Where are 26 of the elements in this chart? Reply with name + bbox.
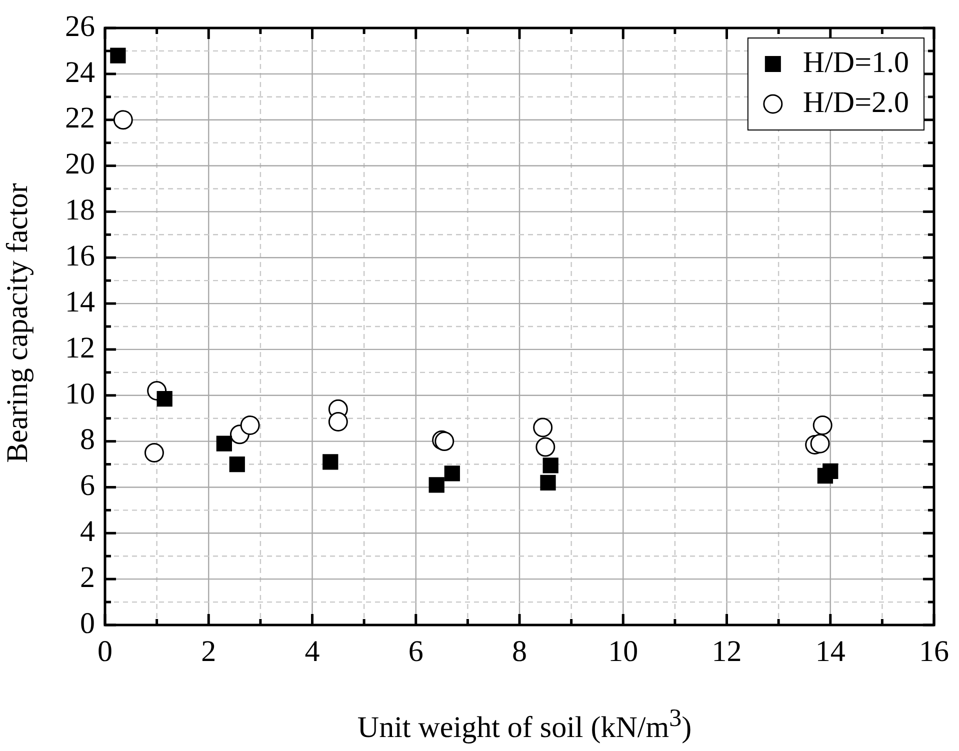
- x-tick-label: 10: [608, 634, 638, 668]
- y-tick-label: 22: [65, 102, 95, 135]
- x-tick-label: 2: [201, 634, 216, 668]
- y-tick-label: 16: [65, 239, 95, 272]
- y-tick-label: 8: [80, 423, 95, 456]
- y-axis-title: Bearing capacity factor: [1, 182, 35, 465]
- x-tick-label: 12: [712, 634, 742, 668]
- y-tick-label: 0: [80, 606, 95, 640]
- y-tick-label: 14: [65, 285, 95, 318]
- y-tick-label: 26: [65, 10, 95, 43]
- y-tick-label: 4: [80, 515, 95, 548]
- y-tick-label: 6: [80, 469, 95, 502]
- x-tick-label: 4: [304, 634, 320, 668]
- x-axis-title: Unit weight of soil (kN/m$^{3}$): [356, 705, 693, 745]
- x-tick-label: 8: [512, 634, 527, 668]
- x-tick-label: 16: [919, 634, 949, 668]
- y-tick-label: 20: [65, 148, 95, 181]
- x-tick-label: 6: [408, 634, 424, 668]
- legend-label: H/D=2.0: [802, 86, 910, 119]
- legend-label: H/D=1.0: [802, 46, 910, 79]
- y-tick-label: 2: [80, 560, 95, 594]
- x-tick-label: 14: [815, 634, 846, 668]
- y-tick-label: 18: [65, 194, 95, 227]
- y-tick-label: 10: [65, 377, 95, 410]
- y-tick-label: 24: [65, 56, 95, 89]
- y-tick-label: 12: [65, 331, 95, 364]
